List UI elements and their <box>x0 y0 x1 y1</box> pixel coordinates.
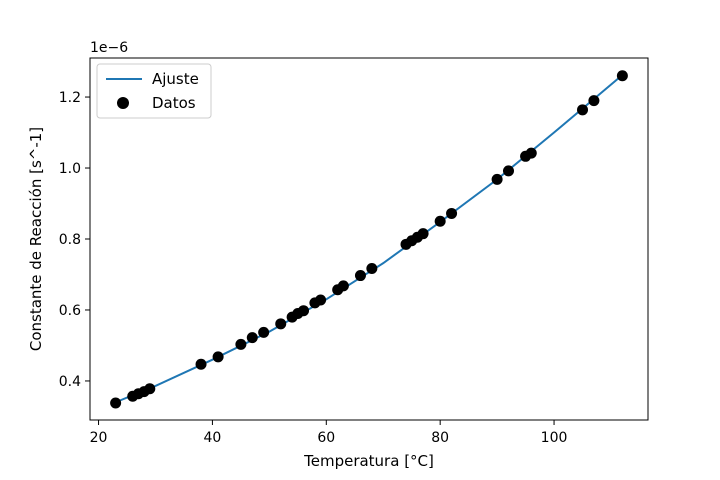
data-point <box>577 104 589 116</box>
data-point <box>588 95 600 107</box>
data-point <box>354 270 366 282</box>
data-point <box>446 207 458 219</box>
y-tick-label: 1.2 <box>59 90 81 106</box>
x-axis-label: Temperatura [°C] <box>303 452 434 470</box>
data-point <box>246 332 258 344</box>
x-tick-label: 20 <box>90 430 108 446</box>
y-tick-label: 0.6 <box>59 303 81 319</box>
data-point <box>616 70 628 82</box>
data-point <box>298 305 310 317</box>
legend-label-ajuste: Ajuste <box>152 70 199 88</box>
x-tick-label: 100 <box>541 430 568 446</box>
data-point <box>235 338 247 350</box>
y-offset-text: 1e−6 <box>90 40 128 56</box>
data-point <box>503 165 514 177</box>
data-point <box>258 326 270 338</box>
legend: Ajuste Datos <box>96 63 212 119</box>
legend-label-datos: Datos <box>152 94 196 112</box>
x-tick-label: 60 <box>317 430 335 446</box>
y-tick-label: 0.8 <box>59 232 81 248</box>
data-point <box>195 358 207 370</box>
data-point <box>525 147 537 159</box>
y-axis-ticks: 0.4 0.6 0.8 1.0 1.2 <box>59 90 90 390</box>
x-tick-label: 40 <box>204 430 222 446</box>
data-point <box>275 318 287 330</box>
data-point <box>434 215 446 227</box>
y-tick-label: 1.0 <box>59 161 81 177</box>
data-points-layer <box>110 70 628 409</box>
data-point <box>417 228 429 240</box>
y-axis-label: Constante de Reacción [s^-1] <box>27 127 45 351</box>
x-tick-label: 80 <box>431 430 449 446</box>
data-point <box>366 262 378 274</box>
data-point <box>144 383 156 395</box>
data-point <box>491 173 503 185</box>
data-point <box>315 294 327 306</box>
data-point <box>337 280 349 292</box>
data-point <box>110 397 122 409</box>
x-axis-ticks: 20 40 60 80 100 <box>90 420 568 446</box>
y-tick-label: 0.4 <box>59 374 81 390</box>
legend-marker-swatch <box>117 97 129 109</box>
data-point <box>212 351 224 363</box>
